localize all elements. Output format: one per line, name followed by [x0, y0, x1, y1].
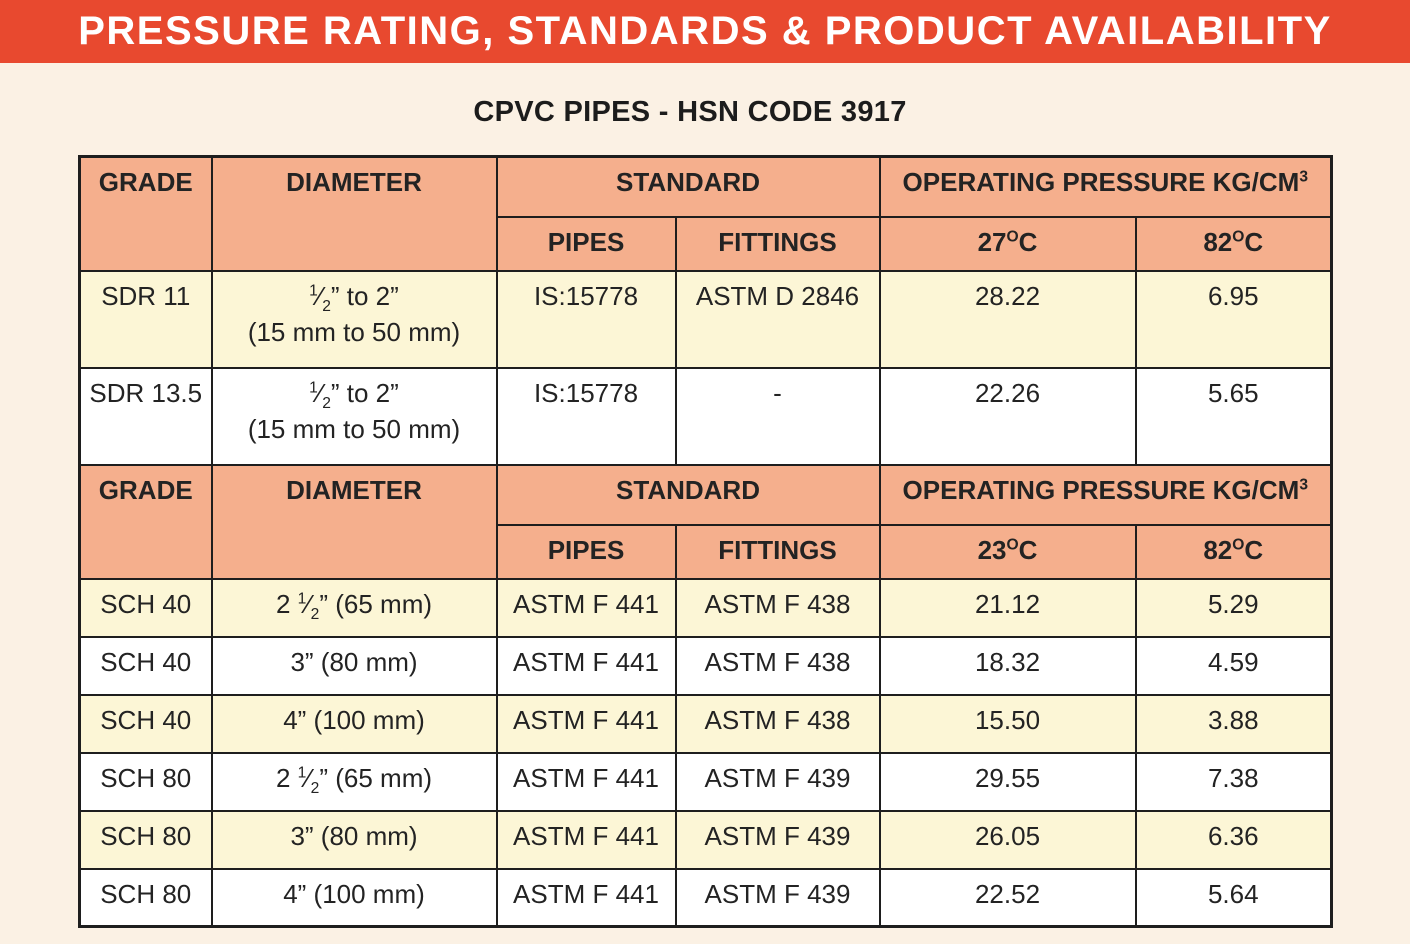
fittings-standard-cell: ASTM F 439: [674, 809, 881, 870]
pressure-value-cell-2: 6.95: [1134, 269, 1333, 369]
grade-cell: SCH 80: [78, 809, 213, 870]
diameter-cell: 1⁄2” to 2” (15 mm to 50 mm): [210, 269, 498, 369]
pipes-standard-cell: ASTM F 441: [495, 809, 677, 870]
pipes-standard-cell: IS:15778: [495, 366, 677, 466]
pressure-value-cell-1: 21.12: [878, 577, 1137, 638]
fittings-standard-cell: ASTM F 438: [674, 577, 881, 638]
header-row-sub: PIPES FITTINGS 27OC 82OC: [80, 215, 1333, 272]
data-row: SCH 80 3” (80 mm) ASTM F 441 ASTM F 439 26.0…: [78, 809, 1333, 870]
header-grade: GRADE: [78, 155, 213, 272]
header-temp-1: 23OC: [878, 523, 1137, 580]
header-diameter: DIAMETER: [210, 463, 498, 580]
pressure-table-body: GRADE DIAMETER STANDARD OPERATING PRESSURE …: [78, 155, 1333, 928]
pressure-value-cell-1: 15.50: [878, 693, 1137, 754]
grade-cell: SCH 40: [78, 577, 213, 638]
header-row-top: GRADE DIAMETER STANDARD OPERATING PRESSURE …: [78, 155, 1333, 272]
title-banner: PRESSURE RATING, STANDARDS & PRODUCT AVA…: [0, 0, 1410, 63]
diameter-line-1: 3” (80 mm): [290, 646, 418, 677]
pressure-value-cell-1: 18.32: [878, 635, 1137, 696]
header-fittings: FITTINGS: [674, 215, 881, 272]
diameter-line-1: 2 1⁄2” (65 mm): [275, 762, 433, 797]
diameter-line-1: 1⁄2” to 2”: [309, 280, 399, 315]
pipes-standard-cell: ASTM F 441: [495, 577, 677, 638]
diameter-line-1: 4” (100 mm): [283, 704, 425, 735]
diameter-line-1: 3” (80 mm): [290, 820, 418, 851]
data-row: SCH 40 2 1⁄2” (65 mm) ASTM F 441 ASTM F 438…: [78, 577, 1333, 638]
diameter-line-1: 4” (100 mm): [283, 878, 425, 909]
fittings-standard-cell: -: [674, 366, 881, 466]
diameter-line-2: (15 mm to 50 mm): [247, 414, 461, 445]
fittings-standard-cell: ASTM F 439: [674, 867, 881, 928]
diameter-cell: 2 1⁄2” (65 mm): [210, 751, 498, 812]
header-row-top: GRADE DIAMETER STANDARD OPERATING PRESSURE …: [78, 463, 1333, 580]
header-operating-pressure: OPERATING PRESSURE KG/CM3: [878, 155, 1333, 218]
pressure-value-cell-2: 3.88: [1134, 693, 1333, 754]
diameter-cell: 4” (100 mm): [210, 693, 498, 754]
fittings-standard-cell: ASTM F 438: [674, 693, 881, 754]
grade-cell: SCH 80: [78, 867, 213, 928]
grade-cell: SCH 80: [78, 751, 213, 812]
pipes-standard-cell: ASTM F 441: [495, 751, 677, 812]
page-title: PRESSURE RATING, STANDARDS & PRODUCT AVA…: [78, 9, 1332, 53]
diameter-cell: 2 1⁄2” (65 mm): [210, 577, 498, 638]
diameter-cell: 4” (100 mm): [210, 867, 498, 928]
fittings-standard-cell: ASTM F 439: [674, 751, 881, 812]
header-temp-2: 82OC: [1134, 215, 1333, 272]
fittings-standard-cell: ASTM D 2846: [674, 269, 881, 369]
data-row: SCH 40 4” (100 mm) ASTM F 441 ASTM F 438 15.…: [78, 693, 1333, 754]
data-row: SDR 13.5 1⁄2” to 2” (15 mm to 50 mm) IS:157…: [78, 366, 1333, 466]
pressure-value-cell-1: 29.55: [878, 751, 1137, 812]
data-row: SCH 40 3” (80 mm) ASTM F 441 ASTM F 438 18.3…: [78, 635, 1333, 696]
pipes-standard-cell: IS:15778: [495, 269, 677, 369]
header-standard: STANDARD: [495, 155, 881, 218]
pipes-standard-cell: ASTM F 441: [495, 635, 677, 696]
header-fittings: FITTINGS: [674, 523, 881, 580]
pressure-value-cell-1: 22.26: [878, 366, 1137, 466]
header-temp-2: 82OC: [1134, 523, 1333, 580]
pressure-value-cell-1: 28.22: [878, 269, 1137, 369]
grade-cell: SCH 40: [78, 693, 213, 754]
diameter-line-1: 1⁄2” to 2”: [309, 377, 399, 412]
header-operating-pressure: OPERATING PRESSURE KG/CM3: [878, 463, 1333, 526]
pressure-value-cell-2: 5.29: [1134, 577, 1333, 638]
diameter-line-2: (15 mm to 50 mm): [247, 317, 461, 348]
header-grade: GRADE: [78, 463, 213, 580]
fittings-standard-cell: ASTM F 438: [674, 635, 881, 696]
header-temp-1: 27OC: [878, 215, 1137, 272]
header-diameter: DIAMETER: [210, 155, 498, 272]
data-row: SCH 80 2 1⁄2” (65 mm) ASTM F 441 ASTM F 439…: [78, 751, 1333, 812]
grade-cell: SDR 13.5: [78, 366, 213, 466]
header-row-sub: PIPES FITTINGS 23OC 82OC: [80, 523, 1333, 580]
diameter-cell: 1⁄2” to 2” (15 mm to 50 mm): [210, 366, 498, 466]
grade-cell: SCH 40: [78, 635, 213, 696]
header-standard: STANDARD: [495, 463, 881, 526]
pressure-value-cell-1: 22.52: [878, 867, 1137, 928]
table-subtitle: CPVC PIPES - HSN CODE 3917: [473, 96, 907, 128]
diameter-cell: 3” (80 mm): [210, 635, 498, 696]
diameter-line-1: 2 1⁄2” (65 mm): [275, 588, 433, 623]
pressure-value-cell-1: 26.05: [878, 809, 1137, 870]
data-row: SDR 11 1⁄2” to 2” (15 mm to 50 mm) IS:15778…: [78, 269, 1333, 369]
header-pipes: PIPES: [495, 523, 677, 580]
pressure-value-cell-2: 5.65: [1134, 366, 1333, 466]
diameter-cell: 3” (80 mm): [210, 809, 498, 870]
header-pipes: PIPES: [495, 215, 677, 272]
pressure-value-cell-2: 6.36: [1134, 809, 1333, 870]
pressure-value-cell-2: 4.59: [1134, 635, 1333, 696]
pressure-value-cell-2: 7.38: [1134, 751, 1333, 812]
pipes-standard-cell: ASTM F 441: [495, 693, 677, 754]
grade-cell: SDR 11: [78, 269, 213, 369]
pressure-value-cell-2: 5.64: [1134, 867, 1333, 928]
data-row: SCH 80 4” (100 mm) ASTM F 441 ASTM F 439 22.…: [78, 867, 1333, 928]
pressure-rating-table: GRADE DIAMETER STANDARD OPERATING PRESSURE …: [78, 155, 1334, 928]
pipes-standard-cell: ASTM F 441: [495, 867, 677, 928]
